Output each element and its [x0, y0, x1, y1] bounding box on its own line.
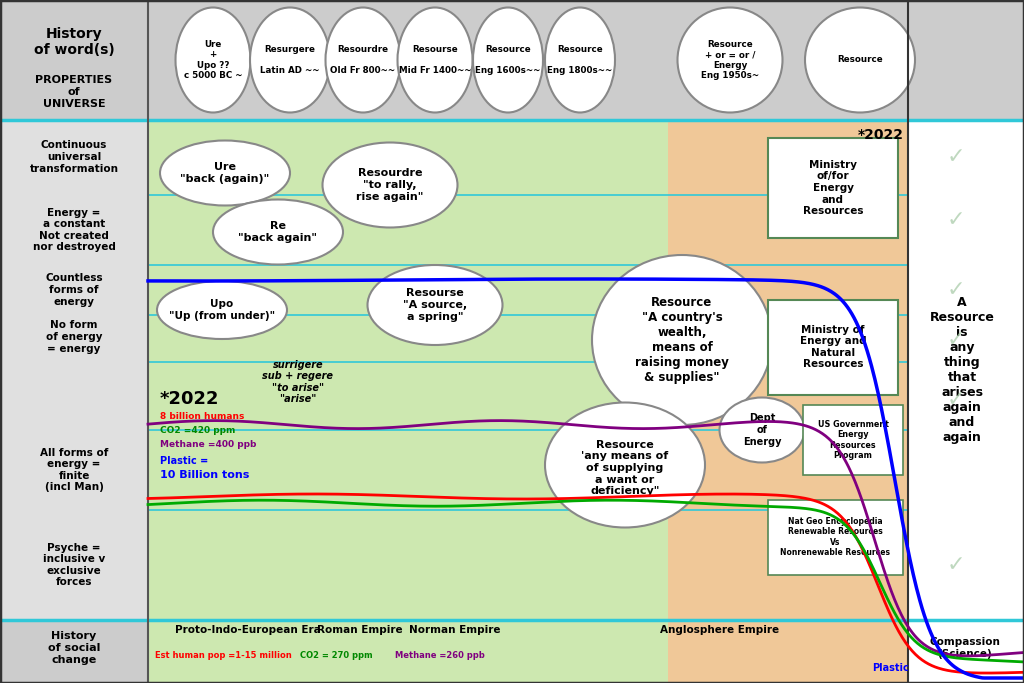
- Text: Est human pop =1-15 million: Est human pop =1-15 million: [155, 650, 292, 660]
- Ellipse shape: [473, 8, 543, 113]
- Text: ✓: ✓: [946, 280, 966, 300]
- Text: Resourse
"A source,
a spring": Resourse "A source, a spring": [402, 288, 467, 322]
- Text: Resourse

Mid Fr 1400~~: Resourse Mid Fr 1400~~: [398, 45, 471, 75]
- Text: CO2 =420 ppm: CO2 =420 ppm: [160, 426, 236, 435]
- FancyBboxPatch shape: [0, 0, 148, 120]
- FancyBboxPatch shape: [0, 620, 148, 683]
- Text: Methane =400 ppb: Methane =400 ppb: [160, 440, 256, 449]
- Text: Resource

Eng 1800s~~: Resource Eng 1800s~~: [548, 45, 612, 75]
- FancyBboxPatch shape: [803, 405, 903, 475]
- Ellipse shape: [323, 143, 458, 227]
- Text: Resource

Eng 1600s~~: Resource Eng 1600s~~: [475, 45, 541, 75]
- FancyBboxPatch shape: [908, 120, 1024, 620]
- Text: History
of word(s): History of word(s): [34, 27, 115, 57]
- Ellipse shape: [250, 8, 330, 113]
- Text: Plastic =: Plastic =: [160, 456, 208, 466]
- Text: Proto-Indo-European Era: Proto-Indo-European Era: [175, 625, 321, 635]
- FancyBboxPatch shape: [668, 620, 908, 683]
- Text: ✓: ✓: [946, 390, 966, 410]
- Ellipse shape: [592, 255, 772, 425]
- FancyBboxPatch shape: [0, 120, 148, 620]
- FancyBboxPatch shape: [668, 120, 908, 620]
- Text: Countless
forms of
energy: Countless forms of energy: [45, 273, 102, 307]
- Text: CO2 = 270 ppm: CO2 = 270 ppm: [300, 650, 373, 660]
- Ellipse shape: [175, 8, 251, 113]
- Text: Plastic: Plastic: [872, 663, 908, 673]
- Text: Psyche =
inclusive v
exclusive
forces: Psyche = inclusive v exclusive forces: [43, 542, 105, 587]
- Text: 10 Billion tons: 10 Billion tons: [160, 470, 250, 480]
- Text: ✓: ✓: [946, 147, 966, 167]
- Text: Resourdre
"to rally,
rise again": Resourdre "to rally, rise again": [356, 169, 424, 201]
- FancyBboxPatch shape: [148, 120, 668, 620]
- Text: Ministry
of/for
Energy
and
Resources: Ministry of/for Energy and Resources: [803, 160, 863, 217]
- Text: Nat Geo Encyclopedia
Renewable Resources
Vs
Nonrenewable Resources: Nat Geo Encyclopedia Renewable Resources…: [780, 517, 890, 557]
- Text: All forms of
energy =
finite
(incl Man): All forms of energy = finite (incl Man): [40, 447, 109, 492]
- Text: Compassion
(Science): Compassion (Science): [930, 637, 1000, 659]
- Ellipse shape: [545, 402, 705, 527]
- Ellipse shape: [545, 8, 615, 113]
- Ellipse shape: [368, 265, 503, 345]
- Text: Resourdre

Old Fr 800~~: Resourdre Old Fr 800~~: [331, 45, 395, 75]
- Ellipse shape: [720, 398, 805, 462]
- FancyBboxPatch shape: [908, 620, 1024, 683]
- Ellipse shape: [160, 141, 290, 206]
- Text: History
of social
change: History of social change: [48, 631, 100, 665]
- Text: Resource
'any means of
of supplying
a want or
deficiency": Resource 'any means of of supplying a wa…: [582, 440, 669, 497]
- Text: Anglosphere Empire: Anglosphere Empire: [660, 625, 779, 635]
- Text: Resurgere

Latin AD ~~: Resurgere Latin AD ~~: [260, 45, 319, 75]
- FancyBboxPatch shape: [0, 0, 1024, 120]
- Text: Energy =
a constant
Not created
nor destroyed: Energy = a constant Not created nor dest…: [33, 208, 116, 253]
- Ellipse shape: [397, 8, 472, 113]
- Text: Resource
+ or = or /
Energy
Eng 1950s~: Resource + or = or / Energy Eng 1950s~: [701, 40, 759, 80]
- Ellipse shape: [805, 8, 915, 113]
- Text: ✓: ✓: [946, 210, 966, 230]
- Text: *2022: *2022: [160, 390, 219, 408]
- Text: Dept
of
Energy: Dept of Energy: [742, 413, 781, 447]
- Text: Ure
"back (again)": Ure "back (again)": [180, 162, 269, 184]
- Text: A
Resource
is
any
thing
that
arises
again
and
again: A Resource is any thing that arises agai…: [930, 296, 994, 444]
- Text: ✓: ✓: [946, 555, 966, 575]
- FancyBboxPatch shape: [768, 300, 898, 395]
- Text: No form
of energy
= energy: No form of energy = energy: [46, 320, 102, 354]
- Text: Ure
+
Upo ??
c 5000 BC ~: Ure + Upo ?? c 5000 BC ~: [183, 40, 243, 80]
- Ellipse shape: [213, 199, 343, 264]
- FancyBboxPatch shape: [0, 620, 1024, 683]
- Text: Resource: Resource: [838, 55, 883, 64]
- Text: *2022: *2022: [858, 128, 904, 142]
- FancyBboxPatch shape: [768, 138, 898, 238]
- Ellipse shape: [157, 281, 287, 339]
- Text: Ministry of
Energy and
Natural
Resources: Ministry of Energy and Natural Resources: [800, 324, 866, 370]
- Text: 8 billion humans: 8 billion humans: [160, 412, 245, 421]
- FancyBboxPatch shape: [148, 620, 668, 683]
- Text: Methane =260 ppb: Methane =260 ppb: [395, 650, 484, 660]
- Ellipse shape: [678, 8, 782, 113]
- Text: Re
"back again": Re "back again": [239, 221, 317, 242]
- Text: Upo
"Up (from under)": Upo "Up (from under)": [169, 299, 275, 321]
- FancyBboxPatch shape: [768, 500, 903, 575]
- Text: ✓: ✓: [946, 330, 966, 350]
- Text: Roman Empire: Roman Empire: [317, 625, 402, 635]
- Text: Norman Empire: Norman Empire: [410, 625, 501, 635]
- Text: US Government
Energy
Resources
Program: US Government Energy Resources Program: [817, 420, 889, 460]
- Text: Resource
"A country's
wealth,
means of
raising money
& supplies": Resource "A country's wealth, means of r…: [635, 296, 729, 384]
- Ellipse shape: [326, 8, 400, 113]
- Text: PROPERTIES
of
UNIVERSE: PROPERTIES of UNIVERSE: [36, 75, 113, 109]
- Text: Continuous
universal
transformation: Continuous universal transformation: [30, 141, 119, 173]
- Text: surrigere
sub + regere
"to arise"
"arise": surrigere sub + regere "to arise" "arise…: [262, 360, 334, 404]
